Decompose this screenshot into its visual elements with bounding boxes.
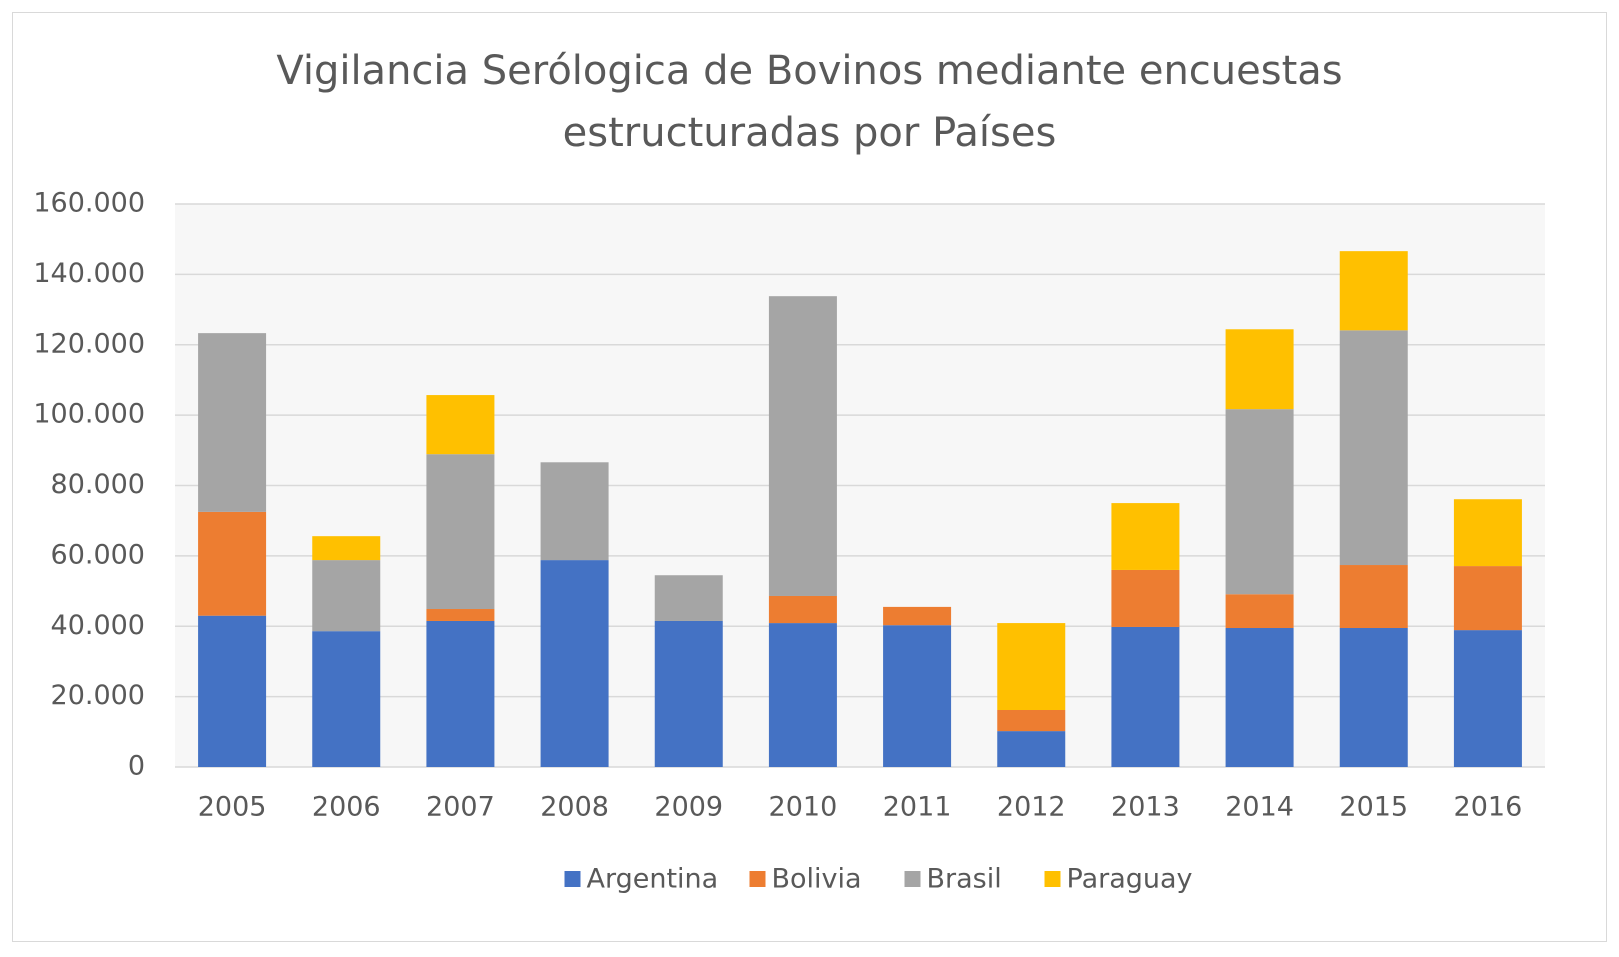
y-tick-label: 100.000 — [33, 399, 145, 430]
x-tick-label: 2007 — [426, 792, 495, 823]
bar-segment — [1339, 565, 1408, 629]
bar-segment — [768, 296, 837, 596]
y-tick-label: 140.000 — [33, 258, 145, 289]
x-tick-label: 2012 — [997, 792, 1066, 823]
legend-swatch — [564, 871, 581, 887]
bar-segment — [1453, 630, 1522, 767]
bar-segment — [997, 731, 1066, 767]
x-tick-label: 2008 — [540, 792, 609, 823]
bar-segment — [1225, 329, 1294, 410]
bar-segment — [1225, 628, 1294, 767]
bar-segment — [198, 615, 267, 767]
legend-label: Argentina — [587, 864, 719, 895]
bar-segment — [1225, 594, 1294, 629]
y-tick-label: 40.000 — [51, 610, 145, 641]
bar-segment — [1453, 499, 1522, 567]
bar-segment — [997, 623, 1066, 710]
y-tick-label: 60.000 — [51, 539, 145, 570]
bar-segment — [1111, 569, 1180, 627]
bar-segment — [654, 620, 723, 767]
y-tick-label: 160.000 — [33, 188, 145, 219]
bar-segment — [426, 395, 495, 455]
y-tick-label: 120.000 — [33, 328, 145, 359]
y-tick-label: 0 — [128, 751, 145, 782]
x-tick-label: 2011 — [883, 792, 952, 823]
bar-segment — [1225, 409, 1294, 595]
chart-frame — [12, 12, 1607, 942]
bar-segment — [1111, 626, 1180, 767]
chart-title: Vigilancia Serólogica de Bovinos mediant… — [276, 48, 1343, 156]
bar-segment — [768, 623, 837, 767]
x-tick-label: 2009 — [654, 792, 723, 823]
y-tick-label: 80.000 — [51, 469, 145, 500]
bar-segment — [198, 511, 267, 616]
bar-segment — [312, 536, 381, 561]
bar-segment — [426, 454, 495, 610]
x-tick-label: 2006 — [312, 792, 381, 823]
bar-segment — [198, 333, 267, 512]
x-tick-label: 2005 — [198, 792, 267, 823]
bar-segment — [426, 620, 495, 767]
bar-segment — [997, 709, 1066, 732]
chart-title-box: Vigilancia Serólogica de Bovinos mediant… — [0, 40, 1619, 164]
x-tick-label: 2014 — [1225, 792, 1294, 823]
legend-swatch — [749, 871, 766, 887]
legend-label: Paraguay — [1067, 864, 1193, 895]
bar-segment — [540, 560, 609, 767]
bar-segment — [883, 625, 952, 767]
x-tick-label: 2010 — [769, 792, 838, 823]
bar-segment — [1339, 330, 1408, 566]
bar-segment — [540, 462, 609, 561]
x-tick-label: 2016 — [1454, 792, 1523, 823]
legend-label: Bolivia — [772, 864, 862, 895]
legend-swatch — [904, 871, 921, 887]
bar-segment — [1453, 566, 1522, 631]
y-tick-label: 20.000 — [51, 680, 145, 711]
x-tick-label: 2013 — [1111, 792, 1180, 823]
bar-segment — [768, 595, 837, 624]
bar-segment — [426, 609, 495, 621]
bar-segment — [883, 606, 952, 626]
bar-segment — [312, 631, 381, 767]
legend-label: Brasil — [927, 864, 1002, 895]
legend-swatch — [1044, 871, 1061, 887]
bar-segment — [654, 575, 723, 621]
bar-segment — [1111, 503, 1180, 570]
bar-segment — [1339, 251, 1408, 331]
bar-segment — [1339, 628, 1408, 767]
bar-segment — [312, 560, 381, 632]
x-tick-label: 2015 — [1339, 792, 1408, 823]
